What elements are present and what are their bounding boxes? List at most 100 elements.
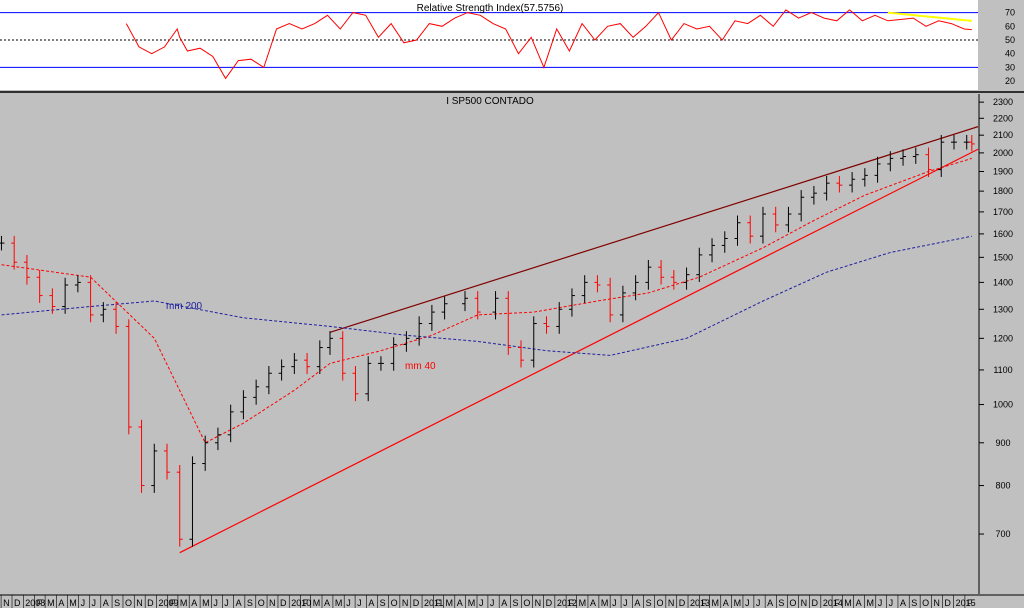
x-tick-label: A (457, 598, 463, 608)
price-tick-label: 1700 (993, 207, 1013, 217)
x-tick-label: M (711, 598, 719, 608)
x-tick-label: 2014 (823, 598, 843, 608)
x-tick-label: A (324, 598, 330, 608)
support-resistance-trendline (179, 148, 979, 554)
rsi-tick-label: 40 (1005, 49, 1015, 59)
x-tick-label: O (789, 598, 796, 608)
rsi-y-axis: 70 60 50 40 30 20 (1005, 8, 1015, 87)
x-tick-label: J (479, 598, 484, 608)
x-tick-label: J (213, 598, 218, 608)
x-tick-label: D (147, 598, 154, 608)
rsi-trendline (887, 11, 972, 22)
price-tick-label: 1600 (993, 229, 1013, 239)
price-tick-label: 800 (995, 481, 1010, 491)
price-tick-label: 1300 (993, 304, 1013, 314)
x-tick-label: J (224, 598, 229, 608)
x-tick-label: M (47, 598, 55, 608)
x-tick-label: N (402, 598, 409, 608)
rsi-tick-label: 30 (1005, 62, 1015, 72)
x-tick-label: S (247, 598, 253, 608)
price-tick-label: 2300 (993, 97, 1013, 107)
moving-averages (1, 157, 972, 444)
price-tick-label: 2200 (993, 113, 1013, 123)
x-tick-label: M (313, 598, 321, 608)
x-tick-label: A (767, 598, 773, 608)
x-tick-label: M (579, 598, 587, 608)
mm200-label: mm 200 (166, 301, 203, 312)
x-tick-label: F (170, 598, 176, 608)
x-tick-label: F (701, 598, 707, 608)
x-tick-label: D (546, 598, 553, 608)
x-tick-label: N (136, 598, 143, 608)
x-tick-label: J (612, 598, 617, 608)
x-tick-label: O (391, 598, 398, 608)
x-tick-label: O (922, 598, 929, 608)
x-tick-label: D (944, 598, 951, 608)
x-tick-label: J (756, 598, 761, 608)
x-tick-label: D (280, 598, 287, 608)
x-tick-label: J (81, 598, 86, 608)
x-tick-label: J (745, 598, 750, 608)
x-tick-label: A (856, 598, 862, 608)
x-tick-label: A (590, 598, 596, 608)
x-tick-label: F (37, 598, 43, 608)
x-tick-label: 2012 (557, 598, 577, 608)
price-tick-label: 1400 (993, 277, 1013, 287)
x-tick-label: F (834, 598, 840, 608)
x-tick-label: M (202, 598, 210, 608)
x-tick-label: O (258, 598, 265, 608)
x-tick-label: J (889, 598, 894, 608)
price-tick-label: 2100 (993, 130, 1013, 140)
price-tick-label: 1100 (993, 365, 1012, 375)
x-tick-label: N (668, 598, 675, 608)
price-tick-label: 1800 (993, 186, 1013, 196)
x-tick-label: J (357, 598, 362, 608)
x-tick-label: D (679, 598, 686, 608)
x-tick-label: M (468, 598, 476, 608)
x-tick-label: 2013 (690, 598, 710, 608)
moving-average-line (1, 235, 972, 356)
x-tick-label: N (3, 598, 10, 608)
x-tick-label: N (269, 598, 276, 608)
x-tick-label: A (501, 598, 507, 608)
x-tick-label: 2015 (956, 598, 976, 608)
x-tick-label: F (303, 598, 309, 608)
price-y-axis: 700 800 900 1000 1100 1200 1300 1400 1500 1600 170… (979, 97, 1013, 539)
x-tick-label: S (646, 598, 652, 608)
x-tick-label: N (535, 598, 542, 608)
x-tick-label: 2010 (291, 598, 311, 608)
rsi-title: Relative Strength Index(57.5756) (417, 3, 564, 14)
x-tick-label: 2011 (424, 598, 443, 608)
x-tick-label: M (601, 598, 609, 608)
x-tick-label: A (236, 598, 242, 608)
x-tick-label: J (92, 598, 97, 608)
rsi-line (125, 9, 972, 80)
x-tick-label: D (14, 598, 21, 608)
x-tick-label: O (523, 598, 530, 608)
trendlines (179, 126, 979, 554)
price-tick-label: 1200 (993, 333, 1013, 343)
price-bars (0, 134, 975, 547)
price-tick-label: 1900 (993, 167, 1013, 177)
rsi-panel (0, 0, 978, 90)
x-tick-label: D (413, 598, 420, 608)
price-tick-label: 2000 (993, 148, 1013, 158)
x-tick-label: 2009 (158, 598, 178, 608)
x-tick-label: S (114, 598, 120, 608)
x-tick-label: O (125, 598, 132, 608)
x-tick-label: 2008 (25, 598, 45, 608)
price-tick-label: 900 (995, 438, 1010, 448)
x-tick-label: F (967, 598, 973, 608)
x-tick-label: J (623, 598, 628, 608)
rsi-tick-label: 50 (1005, 35, 1015, 45)
x-tick-label: F (435, 598, 441, 608)
rsi-tick-label: 70 (1005, 8, 1015, 18)
x-tick-label: M (844, 598, 852, 608)
x-tick-label: A (900, 598, 906, 608)
rsi-tick-label: 60 (1005, 21, 1015, 31)
support-resistance-trendline (329, 126, 979, 333)
x-tick-label: M (446, 598, 454, 608)
x-tick-label: M (734, 598, 742, 608)
x-tick-label: M (69, 598, 77, 608)
